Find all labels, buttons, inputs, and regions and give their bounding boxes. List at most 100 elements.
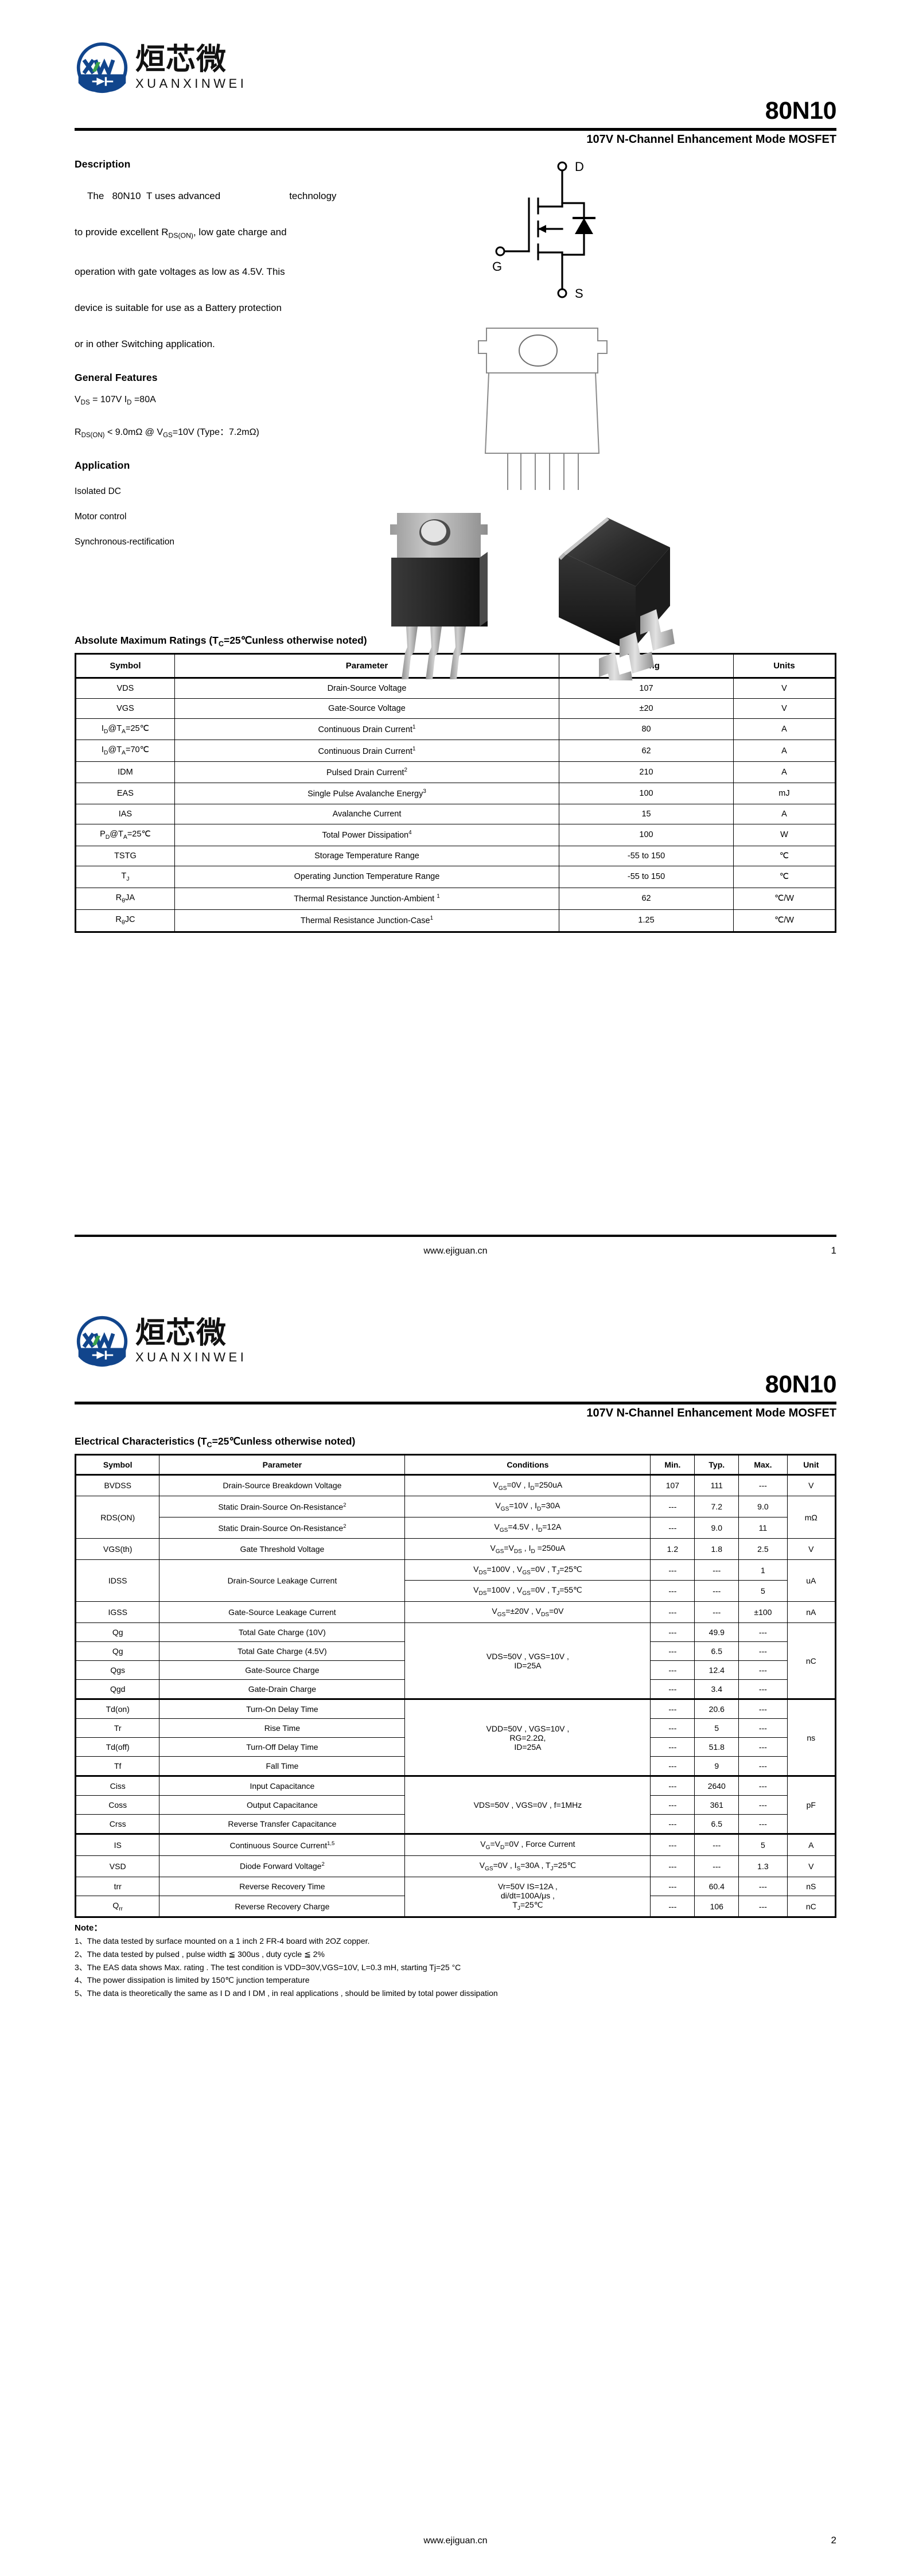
table-row: Tf Fall Time --- 9 --- [75, 1756, 836, 1777]
cell-typ: --- [694, 1855, 739, 1877]
cell-units: V [733, 677, 836, 699]
cell-symbol: RθJA [75, 887, 175, 910]
cell-symbol: VDS [75, 677, 175, 699]
cell-typ: 60.4 [694, 1876, 739, 1896]
cell-typ: --- [694, 1559, 739, 1581]
table-row: IAS Avalanche Current 15 A [75, 803, 836, 824]
logo-chinese-name: 烜芯微 [135, 1316, 227, 1351]
cell-typ: 111 [694, 1474, 739, 1497]
logo-english-name: XUANXINWEI [135, 1350, 247, 1365]
absolute-maximum-ratings-table: SymbolParameterRatingUnits VDSDrain-Sour… [75, 652, 836, 933]
cell-rating: 100 [559, 783, 734, 804]
cell-max: --- [738, 1737, 788, 1757]
footer-url[interactable]: www.ejiguan.cn [423, 1246, 488, 1256]
cell-max: ±100 [738, 1601, 788, 1624]
cell-units: A [733, 740, 836, 762]
table-row: PD@TA=25℃ Total Power Dissipation4 100 W [75, 823, 836, 846]
cell-units: W [733, 823, 836, 846]
cell-max: 1 [738, 1559, 788, 1581]
cell-conditions: Vr=50V IS=12A , di/dt=100A/μs , TJ=25℃ [404, 1876, 651, 1918]
left-column: Description The 80N10 T uses advanced tec… [75, 158, 476, 562]
cell-max: --- [738, 1698, 788, 1719]
cell-rating: 62 [559, 887, 734, 910]
cell-symbol: Td(on) [75, 1698, 160, 1719]
table-row: Qgs Gate-Source Charge --- 12.4 --- [75, 1660, 836, 1680]
cell-conditions: VDD=50V , VGS=10V , RG=2.2Ω, ID=25A [404, 1698, 651, 1777]
cell-max: 5 [738, 1580, 788, 1602]
rds-r: R [75, 427, 81, 438]
column-header-parameter: Parameter [174, 653, 560, 679]
cell-min: --- [650, 1580, 695, 1602]
cell-rating: 100 [559, 823, 734, 846]
cell-symbol: Ciss [75, 1775, 160, 1796]
table-row: VDS Drain-Source Voltage 107 V [75, 677, 836, 699]
cell-units: A [733, 803, 836, 824]
company-logo: 烜芯微 XUANXINWEI [75, 40, 247, 95]
table-row: Ciss Input Capacitance VDS=50V , VGS=0V , … [75, 1775, 836, 1835]
cell-symbol: IAS [75, 803, 175, 824]
cell-max: --- [738, 1679, 788, 1700]
desc-the: The [87, 190, 104, 201]
page-header: 烜芯微 XUANXINWEI 80N10 107V N-Channel Enha… [75, 34, 837, 149]
desc-l2-post: , low gate charge and [193, 227, 287, 238]
cell-symbol: IS [75, 1833, 160, 1856]
note-item: 2、The data tested by pulsed , pulse widt… [75, 1949, 325, 1959]
table-header-row: Symbol Parameter Conditions Min. Typ. Max. Uni… [75, 1454, 836, 1476]
cell-parameter: Drain-Source Voltage [174, 677, 560, 699]
cell-typ: 49.9 [694, 1622, 739, 1643]
column-header-conditions: Conditions [404, 1454, 651, 1476]
cell-symbol: BVDSS [75, 1474, 160, 1497]
cell-min: --- [650, 1737, 695, 1757]
vds-v: V [75, 395, 81, 405]
column-header-units: Units [733, 653, 836, 679]
cell-max: --- [738, 1795, 788, 1815]
footer-url[interactable]: www.ejiguan.cn [423, 2536, 488, 2546]
cell-conditions: VDS=50V , VGS=0V , f=1MHz [404, 1775, 651, 1835]
cell-parameter: Gate-Source Leakage Current [159, 1601, 406, 1624]
cell-parameter: Reverse Transfer Capacitance [159, 1814, 406, 1835]
cell-typ: 1.8 [694, 1538, 739, 1560]
column-header-symbol: Symbol [75, 1454, 160, 1476]
table-row: TJ Operating Junction Temperature Range -5… [75, 865, 836, 888]
part-number: 80N10 [765, 97, 837, 124]
cell-min: --- [650, 1895, 695, 1918]
cell-symbol: Qg [75, 1622, 160, 1643]
feature-vds-id: VDS = 107V ID =80A [75, 394, 476, 407]
table-row: VGS Gate-Source Voltage ±20 V [75, 698, 836, 719]
cell-unit: nS [787, 1876, 836, 1896]
table-row: trr Reverse Recovery Time Vr=50V IS=12A ,d… [75, 1876, 836, 1918]
table-row: BVDSS Drain-Source Breakdown Voltage VGS=0… [75, 1474, 836, 1497]
source-label: S [575, 286, 583, 301]
cell-typ: 9 [694, 1756, 739, 1777]
note-item: 4、The power dissipation is limited by 15… [75, 1975, 310, 1985]
cell-parameter: Drain-Source Breakdown Voltage [159, 1474, 406, 1497]
column-header-unit: Unit [787, 1454, 836, 1476]
cell-parameter: Continuous Drain Current1 [174, 718, 560, 741]
application-item-2: Synchronous-rectification [75, 537, 175, 547]
cell-rating: -55 to 150 [559, 865, 734, 888]
cell-symbol: Tr [75, 1718, 160, 1738]
cell-parameter: Rise Time [159, 1718, 406, 1738]
table-row: Static Drain-Source On-Resistance2 VGS=4.… [76, 1517, 836, 1539]
cell-parameter: Gate Threshold Voltage [159, 1538, 406, 1560]
cell-min: --- [650, 1775, 695, 1796]
cell-typ: 361 [694, 1795, 739, 1815]
cell-symbol: ID@TA=70℃ [75, 740, 175, 762]
description-line-3: operation with gate voltages as low as 4… [75, 266, 285, 278]
amr-title-a: Absolute Maximum Ratings (T [75, 635, 219, 646]
cell-units: ℃ [733, 845, 836, 866]
cell-parameter: Input Capacitance [159, 1775, 406, 1796]
cell-symbol: TJ [75, 865, 175, 888]
id-i: I [124, 395, 127, 405]
cell-symbol: TSTG [75, 845, 175, 866]
cell-parameter: Turn-On Delay Time [159, 1698, 406, 1719]
cell-unit: pF [787, 1775, 836, 1835]
gate-label: G [492, 259, 502, 274]
rds-vgs-sub: GS [163, 432, 173, 439]
cell-typ: 12.4 [694, 1660, 739, 1680]
page-2-header: 烜芯微 XUANXINWEI 80N10 107V N-Channel Enha… [75, 1308, 837, 1423]
desc-l2-sub: DS(ON) [168, 231, 193, 240]
table-row: Qrr Reverse Recovery Charge --- 106 --- nC [75, 1895, 836, 1918]
cell-min: --- [650, 1855, 695, 1877]
cell-typ: 9.0 [694, 1517, 739, 1539]
